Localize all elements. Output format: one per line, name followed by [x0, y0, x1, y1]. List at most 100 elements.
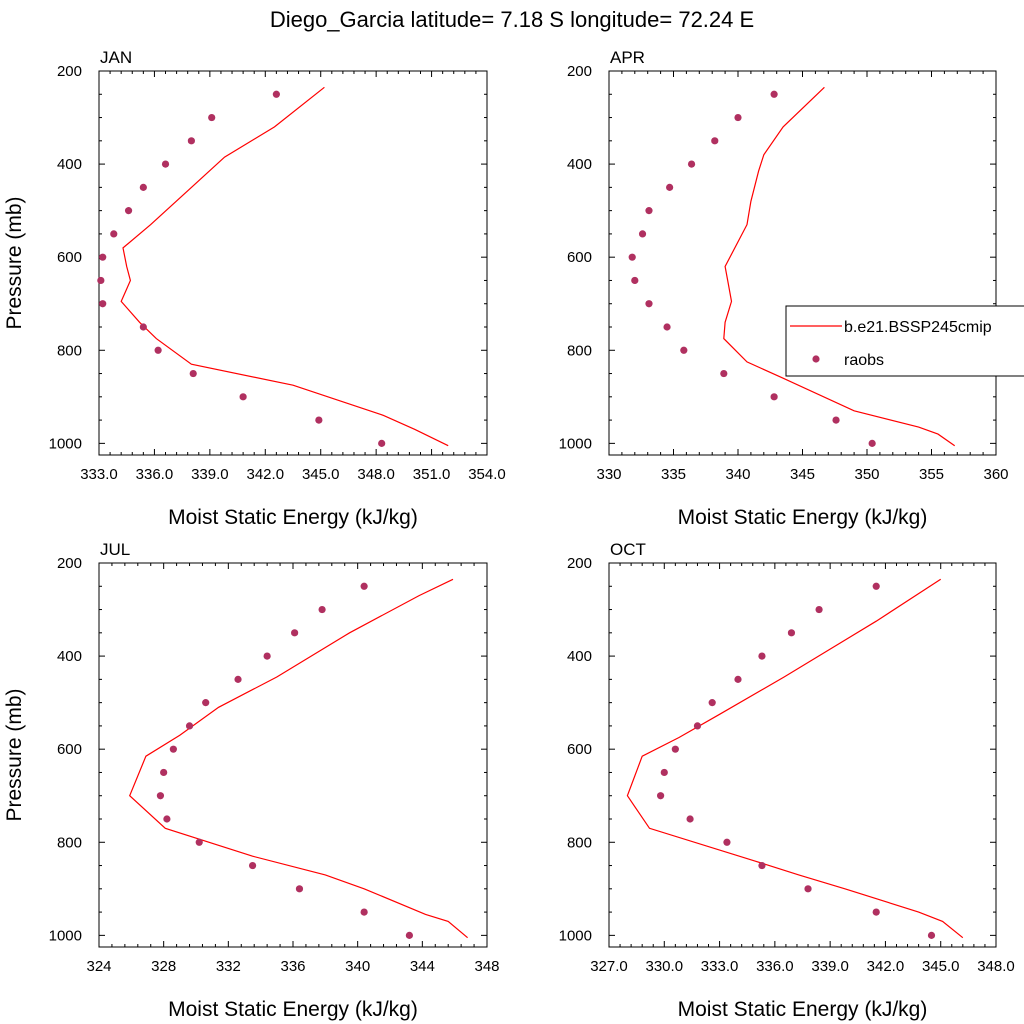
obs-point	[872, 908, 880, 916]
x-tick-label: 342.0	[867, 958, 905, 975]
x-tick-label: 336.0	[136, 466, 174, 483]
obs-point	[139, 183, 147, 191]
obs-point	[758, 861, 766, 870]
obs-point	[99, 253, 107, 261]
y-tick-label: 400	[57, 156, 82, 173]
obs-point	[360, 908, 368, 916]
obs-point	[156, 792, 165, 800]
obs-point	[628, 253, 636, 261]
x-tick-label: 345.0	[302, 466, 340, 483]
panels: JAN 333.0 336.0 339.0 342.0 345.0 348.0 351.0 35…	[3, 48, 1015, 1021]
x-tick-label: 339.0	[811, 958, 849, 975]
obs-point	[263, 652, 271, 660]
panel-title: JAN	[100, 48, 132, 67]
x-tick-label: 348.0	[977, 958, 1015, 975]
obs-point	[638, 230, 647, 238]
panel-oct: OCT 327.0 330.0 333.0 336.0 339.0 342.0 345.0 34…	[559, 540, 1015, 1021]
x-axis-label: Moist Static Energy (kJ/kg)	[168, 998, 418, 1021]
series-line-model	[128, 578, 468, 939]
obs-point	[666, 183, 674, 191]
y-axis-label: Pressure (mb)	[3, 196, 26, 329]
obs-point	[295, 885, 304, 893]
obs-point	[815, 605, 823, 614]
x-tick-label: 342.0	[247, 466, 285, 483]
panel-apr: APR 330 335 340 345 350 355 360 200 400 600 800 1000…	[559, 48, 1009, 529]
x-tick-label: 327.0	[590, 958, 628, 975]
obs-point	[272, 90, 280, 98]
obs-point	[234, 675, 242, 683]
y-tick-label: 1000	[559, 435, 592, 452]
obs-point	[239, 393, 247, 401]
x-tick-label: 355	[919, 466, 944, 483]
obs-point	[645, 207, 653, 215]
y-tick-label: 200	[57, 63, 82, 80]
x-axis-label: Moist Static Energy (kJ/kg)	[678, 998, 928, 1021]
x-tick-label: 336.0	[756, 958, 794, 975]
y-tick-label: 600	[567, 741, 592, 758]
obs-point	[161, 160, 170, 168]
y-tick-label: 200	[57, 555, 82, 572]
obs-point	[160, 768, 168, 777]
obs-point	[872, 582, 880, 590]
y-tick-label: 400	[57, 648, 82, 665]
x-tick-label: 324	[86, 958, 111, 975]
obs-point	[832, 416, 840, 424]
obs-point	[169, 745, 177, 753]
obs-point	[927, 931, 936, 939]
x-tick-label: 335	[661, 466, 686, 483]
obs-point	[185, 722, 194, 730]
legend-marker-swatch	[812, 355, 820, 363]
series-line-model	[120, 86, 449, 447]
y-tick-label: 400	[567, 648, 592, 665]
series-line-model	[723, 86, 956, 447]
obs-point	[110, 230, 118, 238]
obs-point	[291, 629, 299, 637]
x-axis-label: Moist Static Energy (kJ/kg)	[168, 506, 418, 529]
panel-title: APR	[610, 48, 645, 67]
y-axis-label: Pressure (mb)	[3, 688, 26, 821]
obs-point	[804, 885, 812, 893]
obs-point	[663, 323, 671, 331]
panel-jan: JAN 333.0 336.0 339.0 342.0 345.0 348.0 351.0 35…	[3, 48, 506, 529]
obs-point	[202, 699, 210, 707]
obs-point	[208, 113, 216, 122]
y-tick-label: 800	[57, 342, 82, 359]
obs-point	[187, 137, 195, 145]
panel-title: OCT	[610, 540, 646, 559]
legend-label-obs: raobs	[844, 352, 884, 369]
x-tick-label: 344	[410, 958, 435, 975]
obs-point	[770, 90, 778, 98]
y-tick-label: 600	[57, 741, 82, 758]
obs-point	[734, 113, 742, 122]
x-tick-label: 330.0	[646, 958, 684, 975]
obs-point	[360, 582, 368, 590]
obs-point	[315, 416, 323, 424]
obs-point	[645, 300, 653, 308]
y-tick-label: 600	[57, 249, 82, 266]
obs-point	[787, 629, 796, 637]
obs-point	[631, 276, 639, 285]
x-tick-label: 328	[151, 958, 176, 975]
obs-point	[687, 160, 696, 168]
x-tick-label: 351.0	[413, 466, 451, 483]
x-tick-label: 340	[345, 958, 370, 975]
plot-frame	[98, 70, 488, 456]
x-tick-label: 345.0	[922, 958, 960, 975]
y-tick-label: 400	[567, 156, 592, 173]
obs-point	[405, 931, 413, 939]
x-tick-label: 345	[790, 466, 815, 483]
obs-point	[693, 722, 702, 730]
obs-point	[770, 393, 778, 401]
x-tick-label: 332	[216, 958, 241, 975]
legend-box	[785, 305, 1024, 377]
obs-point	[657, 792, 665, 800]
x-tick-label: 333.0	[701, 958, 739, 975]
x-tick-label: 360	[983, 466, 1008, 483]
legend-label-model: b.e21.BSSP245cmip	[844, 319, 992, 336]
panel-title: JUL	[100, 540, 130, 559]
figure-title: Diego_Garcia latitude= 7.18 S longitude=…	[270, 7, 754, 32]
y-tick-label: 1000	[559, 927, 592, 944]
plot-frame	[608, 562, 997, 948]
obs-point	[99, 300, 107, 308]
series-line-model	[626, 578, 964, 939]
